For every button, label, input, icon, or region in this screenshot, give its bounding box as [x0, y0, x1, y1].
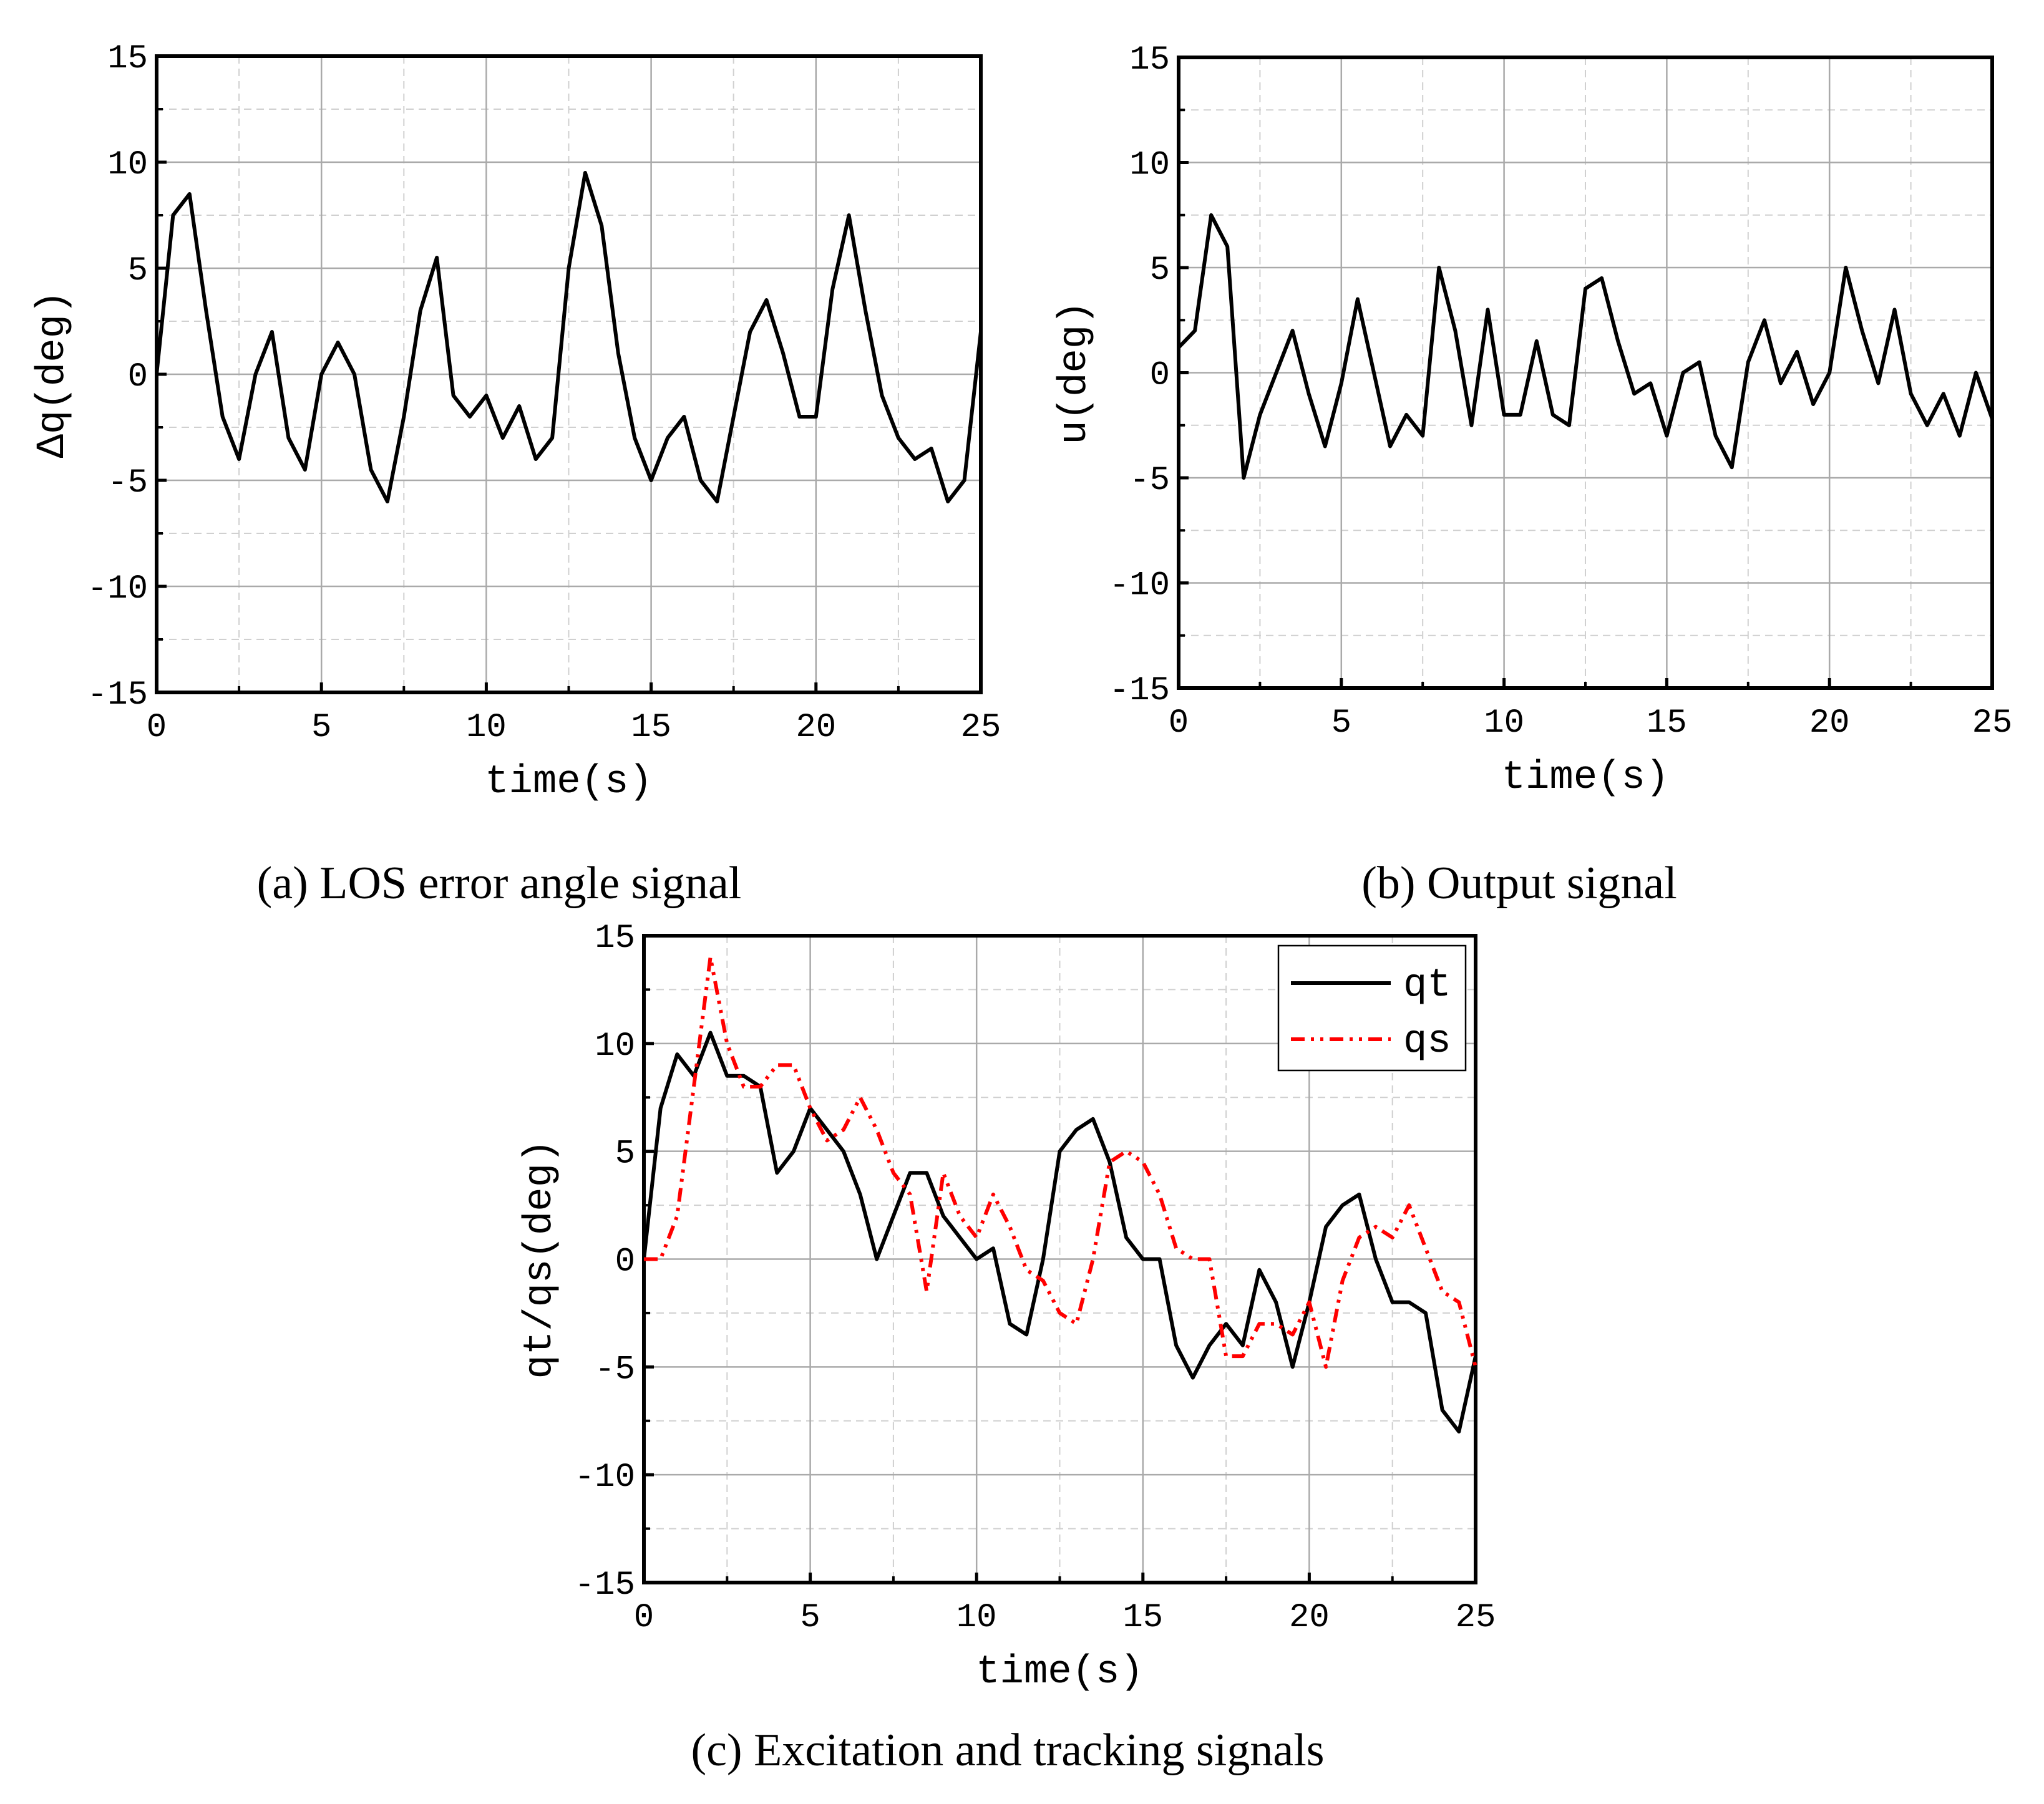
y-tick-label: -5	[595, 1351, 635, 1389]
y-tick-label: 10	[107, 146, 148, 184]
y-tick-label: -15	[87, 676, 148, 714]
x-tick-label: 0	[1169, 704, 1189, 742]
caption: (c) Excitation and tracking signals	[691, 1725, 1324, 1776]
y-axis-label: qt/qs(deg)	[518, 1139, 563, 1379]
x-tick-label: 15	[1122, 1599, 1163, 1637]
y-tick-label: 15	[107, 40, 148, 78]
y-tick-label: -15	[575, 1566, 635, 1604]
caption: (b) Output signal	[1361, 858, 1677, 909]
y-tick-label: 15	[595, 919, 635, 958]
y-tick-label: -10	[575, 1458, 635, 1496]
legend-label: qt	[1403, 963, 1451, 1008]
x-tick-label: 25	[1972, 704, 2013, 742]
y-tick-label: -5	[107, 464, 148, 502]
x-tick-label: 0	[147, 709, 167, 747]
y-tick-label: 5	[615, 1135, 635, 1173]
x-axis-label: time(s)	[976, 1650, 1144, 1695]
y-axis-label: u(deg)	[1053, 301, 1097, 444]
x-tick-label: 5	[800, 1599, 820, 1637]
x-axis-label: time(s)	[1502, 755, 1670, 800]
x-tick-label: 5	[1331, 704, 1351, 742]
data-line	[644, 955, 1477, 1369]
x-tick-label: 5	[311, 709, 331, 747]
y-tick-label: -10	[1109, 567, 1170, 605]
legend-box	[1277, 944, 1467, 1072]
x-tick-label: 15	[1647, 704, 1687, 742]
x-tick-label: 25	[961, 709, 1001, 747]
x-tick-label: 10	[466, 709, 507, 747]
y-tick-label: 10	[1129, 147, 1170, 185]
legend-label: qs	[1403, 1019, 1451, 1064]
y-tick-label: 0	[615, 1243, 635, 1281]
x-tick-label: 20	[796, 709, 836, 747]
y-tick-label: -10	[87, 570, 148, 608]
x-axis-label: time(s)	[485, 760, 653, 805]
y-tick-label: 15	[1129, 41, 1170, 79]
y-tick-label: -5	[1129, 462, 1170, 500]
y-tick-label: 5	[1150, 251, 1170, 289]
x-tick-label: 25	[1456, 1599, 1496, 1637]
caption: (a) LOS error angle signal	[257, 858, 742, 909]
y-tick-label: 5	[128, 252, 148, 290]
data-line	[155, 171, 983, 503]
x-tick-label: 20	[1809, 704, 1850, 742]
y-tick-label: 0	[1150, 357, 1170, 395]
y-axis-label: Δq(deg)	[31, 291, 75, 458]
data-line	[1177, 213, 1994, 480]
y-tick-label: 10	[595, 1027, 635, 1065]
x-tick-label: 0	[634, 1599, 654, 1637]
x-tick-label: 15	[631, 709, 671, 747]
data-line	[642, 1031, 1477, 1433]
x-tick-label: 10	[956, 1599, 997, 1637]
y-tick-label: -15	[1109, 672, 1170, 710]
y-tick-label: 0	[128, 358, 148, 396]
x-tick-label: 10	[1484, 704, 1524, 742]
x-tick-label: 20	[1289, 1599, 1330, 1637]
plot-frame	[1177, 56, 1994, 690]
